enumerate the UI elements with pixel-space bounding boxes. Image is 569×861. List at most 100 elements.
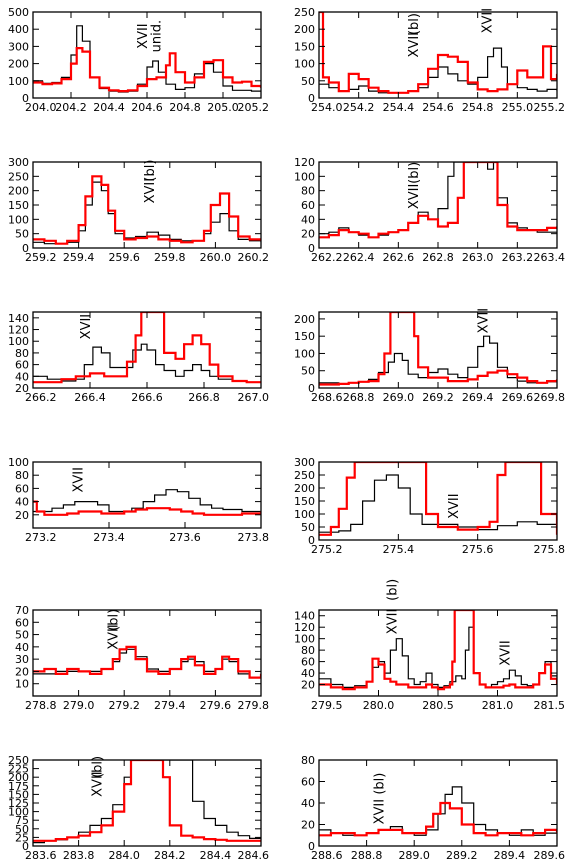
x-tick-label: 288.8 — [351, 849, 383, 861]
x-tick-label: 268.6 — [311, 391, 343, 404]
x-tick-label: 284.0 — [108, 849, 140, 861]
x-tick-label: 289.2 — [446, 849, 478, 861]
y-tick-label: 100 — [8, 213, 29, 226]
y-tick-label: 100 — [8, 335, 29, 348]
y-tick-label: 150 — [8, 199, 29, 212]
x-tick-label: 262.2 — [311, 251, 343, 264]
x-tick-label: 259.6 — [108, 251, 140, 264]
x-tick-label: 262.4 — [343, 251, 375, 264]
y-tick-label: 250 — [294, 6, 315, 19]
y-tick-label: 20 — [15, 665, 29, 678]
x-tick-label: 273.4 — [93, 531, 125, 544]
x-tick-label: 269.6 — [502, 391, 534, 404]
ion-annotation: XVII — [143, 178, 158, 203]
ion-annotation: XVII — [136, 23, 151, 48]
y-tick-label: 300 — [8, 156, 29, 169]
red-series-line — [319, 162, 557, 239]
panel-frame — [32, 759, 262, 847]
x-tick-label: 275.2 — [311, 543, 343, 556]
ion-annotation: XVII — [447, 493, 462, 518]
y-tick-label: 250 — [294, 469, 315, 482]
x-tick-label: 279.2 — [108, 699, 140, 712]
y-tick-label: 0 — [308, 840, 315, 853]
y-tick-label: 100 — [294, 508, 315, 521]
y-tick-label: 100 — [8, 456, 29, 469]
x-tick-label: 281.5 — [534, 699, 566, 712]
panel-3: 259.2 259.4 259.6 259.8 260.0 260.20501001502… — [8, 156, 269, 264]
y-tick-label: 500 — [8, 6, 29, 19]
red-series-line — [319, 462, 557, 536]
x-tick-label: 266.8 — [188, 391, 220, 404]
panel-frame — [32, 609, 262, 697]
x-tick-label: 269.2 — [422, 391, 454, 404]
panel-11: 283.6 283.8 284.0 284.2 284.4 284.6 0255075100… — [8, 754, 269, 861]
x-tick-label: 279.0 — [63, 699, 95, 712]
y-tick-label: 60 — [15, 359, 29, 372]
y-tick-label: 300 — [294, 456, 315, 469]
y-tick-label: 80 — [301, 644, 315, 657]
y-tick-label: 250 — [8, 754, 29, 767]
y-tick-label: 200 — [294, 482, 315, 495]
panel-10: 279.5 280.0 280.5 281.0 281.5 204060801001201… — [294, 579, 565, 712]
y-tick-label: 50 — [301, 365, 315, 378]
y-tick-label: 200 — [8, 771, 29, 784]
x-tick-label: 273.6 — [169, 531, 201, 544]
y-tick-label: 0 — [22, 92, 29, 105]
y-tick-label: 150 — [294, 330, 315, 343]
x-tick-label: 283.8 — [63, 849, 95, 861]
x-tick-label: 269.0 — [383, 391, 415, 404]
x-tick-label: 266.4 — [74, 391, 106, 404]
x-tick-label: 267.0 — [238, 391, 270, 404]
y-tick-label: 150 — [294, 495, 315, 508]
x-tick-label: 273.2 — [25, 531, 57, 544]
x-tick-label: 284.6 — [238, 849, 270, 861]
ion-annotation: XVII — [407, 32, 422, 57]
y-tick-label: 60 — [301, 776, 315, 789]
x-tick-label: 289.4 — [494, 849, 526, 861]
x-tick-label: 275.6 — [462, 543, 494, 556]
x-tick-label: 260.0 — [200, 251, 232, 264]
y-tick-label: 400 — [8, 23, 29, 36]
ion-annotation: XVII — [498, 640, 513, 665]
panel-frame — [32, 461, 262, 529]
ion-annotation: XVII — [477, 308, 492, 333]
y-tick-label: 20 — [301, 819, 315, 832]
y-tick-label: 100 — [294, 633, 315, 646]
x-tick-label: 280.5 — [422, 699, 454, 712]
x-tick-label: 254.0 — [311, 101, 343, 114]
y-tick-label: 100 — [294, 170, 315, 183]
y-tick-label: 80 — [301, 185, 315, 198]
black-series-line — [319, 626, 557, 688]
y-tick-label: 80 — [15, 347, 29, 360]
ion-annotation: (bl) — [385, 579, 400, 601]
x-tick-label: 279.5 — [311, 699, 343, 712]
y-tick-label: 25 — [15, 831, 29, 844]
x-tick-label: 255.2 — [534, 101, 566, 114]
x-tick-label: 204.8 — [169, 101, 201, 114]
y-tick-label: 60 — [301, 199, 315, 212]
panel-5: 266.2 266.4 266.6 266.8 267.0 204060801001201… — [8, 311, 270, 404]
x-tick-label: 275.8 — [534, 543, 566, 556]
x-tick-label: 254.8 — [462, 101, 494, 114]
x-tick-label: 204.6 — [131, 101, 163, 114]
panel-frame — [318, 161, 558, 249]
ion-annotation: unid. — [149, 20, 164, 52]
ion-annotation: XVII — [481, 8, 496, 33]
x-tick-label: 255.0 — [502, 101, 534, 114]
y-tick-label: 250 — [8, 170, 29, 183]
y-tick-label: 20 — [15, 509, 29, 522]
y-tick-label: 140 — [8, 312, 29, 325]
black-series-line — [319, 786, 557, 836]
x-tick-label: 279.8 — [238, 699, 270, 712]
y-tick-label: 200 — [294, 23, 315, 36]
x-tick-label: 262.6 — [383, 251, 415, 264]
y-tick-label: 150 — [294, 40, 315, 53]
y-tick-label: 50 — [15, 823, 29, 836]
x-tick-label: 281.0 — [482, 699, 514, 712]
red-series-line — [33, 47, 261, 93]
red-series-line — [33, 760, 261, 842]
x-tick-label: 259.8 — [154, 251, 186, 264]
y-tick-label: 40 — [301, 797, 315, 810]
